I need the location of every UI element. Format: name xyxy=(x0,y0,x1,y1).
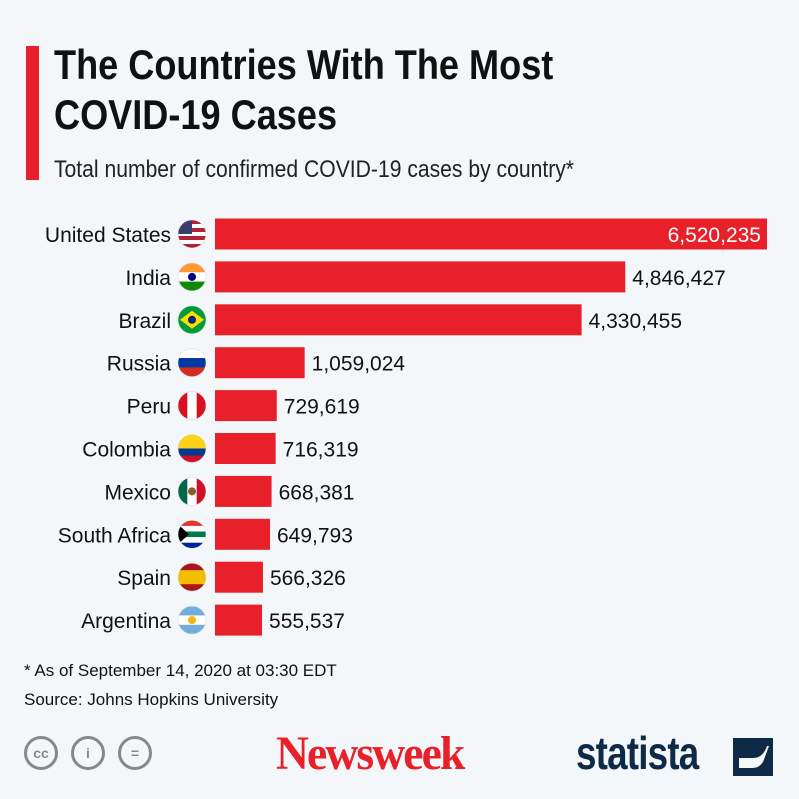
value-label: 1,059,024 xyxy=(312,353,406,376)
statista-logo-icon xyxy=(733,738,773,776)
bar-row: India 4,846,427 xyxy=(125,261,726,293)
newsweek-logo: Newsweek xyxy=(276,727,465,780)
category-label: Brazil xyxy=(118,310,171,333)
value-label: 555,537 xyxy=(269,610,345,633)
bar-row: South Africa 649,793 xyxy=(58,518,353,550)
bar-row: Brazil 4,330,455 xyxy=(118,304,682,336)
cc-icon: cc xyxy=(24,736,58,770)
value-label: 668,381 xyxy=(279,481,355,504)
mexico-flag-icon xyxy=(178,477,206,506)
india-flag-icon xyxy=(178,262,206,291)
value-label: 716,319 xyxy=(283,439,359,462)
spain-flag-icon xyxy=(178,563,206,592)
value-label: 566,326 xyxy=(270,567,346,590)
page-title: The Countries With The Most COVID-19 Case… xyxy=(54,40,553,140)
bar-chart: United States 6,520,235 India 4,846,427 Braz… xyxy=(45,218,767,636)
category-label: Russia xyxy=(107,353,172,376)
footnote: * As of September 14, 2020 at 03:30 EDT xyxy=(24,661,337,680)
value-label: 4,846,427 xyxy=(632,267,725,290)
bar-row: Peru 729,619 xyxy=(127,390,360,422)
argentina-flag-icon xyxy=(178,606,206,635)
category-label: Spain xyxy=(117,567,171,590)
no-derivatives-icon: = xyxy=(118,736,152,770)
category-label: United States xyxy=(45,224,171,247)
category-label: India xyxy=(125,267,171,290)
category-label: South Africa xyxy=(58,524,172,547)
title-line-1: The Countries With The Most xyxy=(54,41,554,88)
bar xyxy=(215,475,272,507)
bar xyxy=(215,518,271,550)
peru-flag-icon xyxy=(178,391,206,420)
accent-bar xyxy=(26,46,39,180)
value-label: 649,793 xyxy=(277,524,353,547)
value-label: 4,330,455 xyxy=(589,310,682,333)
bar xyxy=(215,218,767,250)
bar-row: Mexico 668,381 xyxy=(104,475,355,507)
source: Source: Johns Hopkins University xyxy=(24,690,279,709)
value-label: 729,619 xyxy=(284,396,360,419)
subtitle: Total number of confirmed COVID-19 cases… xyxy=(54,156,575,183)
bar-row: Russia 1,059,024 xyxy=(107,347,406,379)
bar xyxy=(215,433,276,464)
bar xyxy=(215,390,277,422)
bar xyxy=(215,347,305,379)
bar-row: Colombia 716,319 xyxy=(82,433,359,464)
title-line-2: COVID-19 Cases xyxy=(54,91,338,138)
colombia-flag-icon xyxy=(178,434,206,463)
bar-row: Argentina 555,537 xyxy=(81,604,345,636)
bar-row: Spain 566,326 xyxy=(117,561,346,593)
bar xyxy=(215,304,582,336)
south-africa-flag-icon xyxy=(178,520,206,549)
attribution-icon: i xyxy=(71,736,105,770)
bar-row: United States 6,520,235 xyxy=(45,218,767,250)
category-label: Peru xyxy=(127,396,171,419)
brazil-flag-icon xyxy=(178,305,206,334)
bar xyxy=(215,561,263,593)
bar xyxy=(215,604,263,636)
category-label: Colombia xyxy=(82,439,171,462)
value-label: 6,520,235 xyxy=(668,224,761,247)
category-label: Argentina xyxy=(81,610,171,633)
russia-flag-icon xyxy=(178,348,206,377)
statista-logo: statista xyxy=(576,727,699,779)
category-label: Mexico xyxy=(104,481,171,504)
bar xyxy=(215,261,626,293)
